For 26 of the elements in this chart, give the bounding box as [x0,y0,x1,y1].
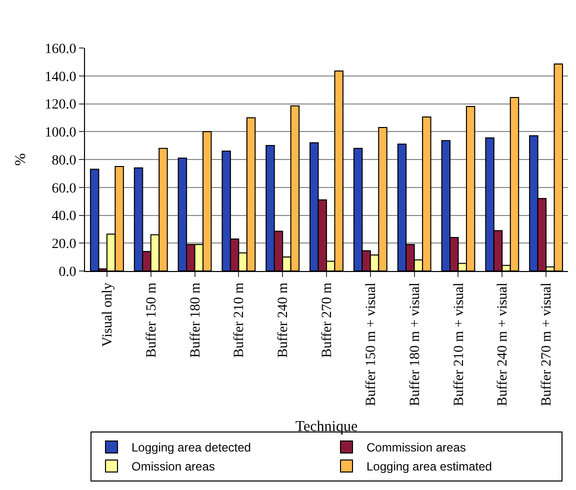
y-tick-label: 100.0 [44,126,76,141]
legend-label: Logging area detected [132,440,251,455]
y-tick-label: 0.0 [58,264,76,280]
legend-label: Omission areas [132,460,215,474]
x-tick-label: Buffer 270 m [320,282,336,358]
x-tick-label: Visual only [100,282,116,347]
y-tick-label: 20.0 [52,237,76,252]
y-tick-label: 160.0 [44,42,76,57]
x-tick-label: Buffer 210 m [232,282,248,358]
y-tick-label: 60.0 [52,181,76,196]
y-tick-label: 140.0 [44,70,76,85]
x-tick-label: Buffer 180 m + visual [408,282,423,406]
x-tick-label: Buffer 210 m + visual [452,282,467,406]
legend-label: Logging area estimated [366,460,492,474]
y-tick-label: 40.0 [52,209,76,224]
x-tick-label: Buffer 270 m + visual [540,282,555,406]
y-tick-label: 120.0 [44,98,76,113]
x-tick-label: Buffer 240 m [276,282,292,358]
y-tick-label: 80.0 [52,153,76,168]
legend-label: Commission areas [366,440,466,455]
x-tick-label: Buffer 150 m + visual [364,282,379,406]
x-tick-label: Buffer 180 m [188,282,204,358]
y-axis-title: % [12,153,29,166]
x-tick-label: Buffer 150 m [144,282,160,358]
x-tick-label: Buffer 240 m + visual [496,282,511,406]
x-axis-title: Technique [295,419,358,436]
